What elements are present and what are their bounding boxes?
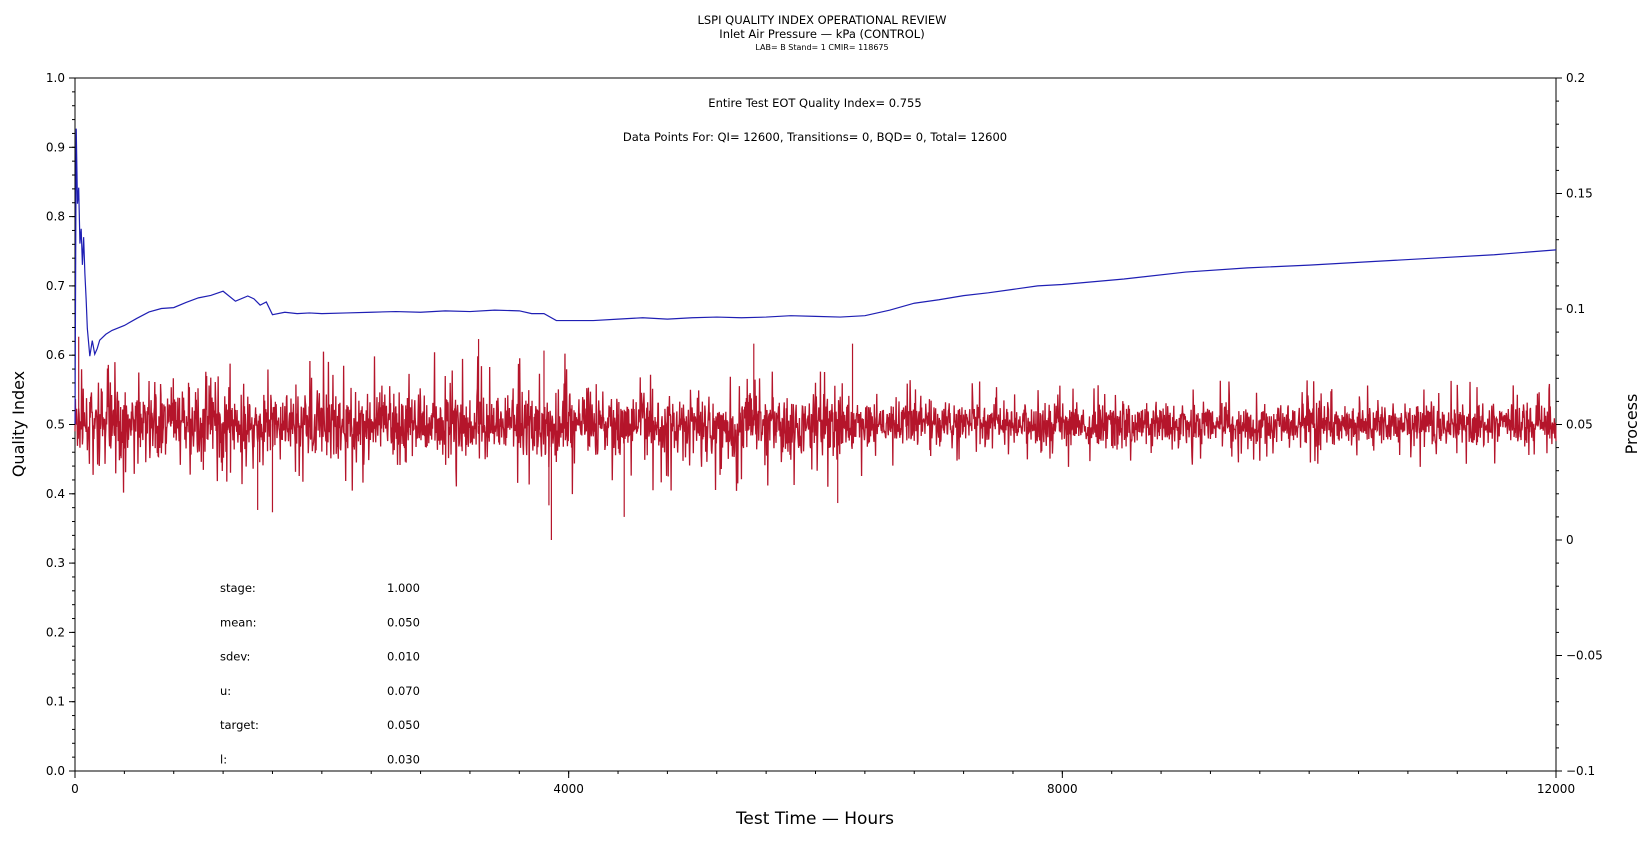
stat-label: sdev:	[220, 650, 250, 664]
y-left-tick-label: 0.0	[46, 764, 65, 778]
y-left-tick-label: 0.2	[46, 625, 65, 639]
stat-value: 1.000	[387, 581, 420, 595]
y-left-tick-label: 0.9	[46, 140, 65, 154]
stat-label: stage:	[220, 581, 256, 595]
y-left-tick-label: 0.8	[46, 210, 65, 224]
stats-table: stage: 1.000 mean: 0.050 sdev: 0.010 u: 0.070 ta…	[220, 581, 420, 767]
x-tick-label: 8000	[1047, 782, 1078, 796]
stat-label: u:	[220, 684, 231, 698]
process-trace	[74, 351, 1557, 495]
stat-label: mean:	[220, 615, 257, 629]
x-tick-label: 0	[71, 782, 79, 796]
stat-value: 0.030	[387, 753, 420, 767]
axis-ticks: 0.0 0.1 0.2 0.3 0.4 0.5 0.6 0.7 0.8 0.9 1.0 −0.1 −0.…	[46, 71, 1603, 796]
chart-title: LSPI QUALITY INDEX OPERATIONAL REVIEW	[697, 13, 946, 27]
stat-value: 0.070	[387, 684, 420, 698]
y-right-tick-label: −0.05	[1566, 649, 1603, 663]
y-axis-label-right: Process	[1622, 394, 1641, 455]
annotation-eot-quality-index: Entire Test EOT Quality Index= 0.755	[708, 96, 921, 110]
chart-subtitle-lab: LAB= B Stand= 1 CMIR= 118675	[755, 43, 888, 52]
chart-subtitle: Inlet Air Pressure — kPa (CONTROL)	[719, 27, 924, 41]
stat-value: 0.050	[387, 615, 420, 629]
y-right-tick-label: 0	[1566, 533, 1574, 547]
y-right-tick-label: 0.15	[1566, 187, 1593, 201]
y-right-tick-label: −0.1	[1566, 764, 1595, 778]
x-axis-label: Test Time — Hours	[735, 809, 894, 829]
stat-label: target:	[220, 718, 259, 732]
y-left-tick-label: 0.7	[46, 279, 65, 293]
stat-value: 0.050	[387, 718, 420, 732]
stat-label: l:	[220, 753, 227, 767]
y-axis-label-left: Quality Index	[9, 371, 28, 477]
y-left-tick-label: 0.5	[46, 418, 65, 432]
quality-index-series	[74, 128, 1557, 425]
y-left-tick-label: 1.0	[46, 71, 65, 85]
x-tick-label: 12000	[1537, 782, 1575, 796]
y-right-tick-label: 0.05	[1566, 418, 1593, 432]
y-left-tick-label: 0.1	[46, 695, 65, 709]
y-left-tick-label: 0.3	[46, 556, 65, 570]
y-right-tick-label: 0.1	[1566, 302, 1585, 316]
annotation-data-points: Data Points For: QI= 12600, Transitions=…	[623, 130, 1007, 144]
y-left-tick-label: 0.4	[46, 487, 65, 501]
y-left-tick-label: 0.6	[46, 348, 65, 362]
y-right-tick-label: 0.2	[1566, 71, 1585, 85]
stat-value: 0.010	[387, 650, 420, 664]
x-tick-label: 4000	[553, 782, 584, 796]
quality-index-line	[74, 128, 1557, 425]
process-series	[74, 336, 1557, 540]
